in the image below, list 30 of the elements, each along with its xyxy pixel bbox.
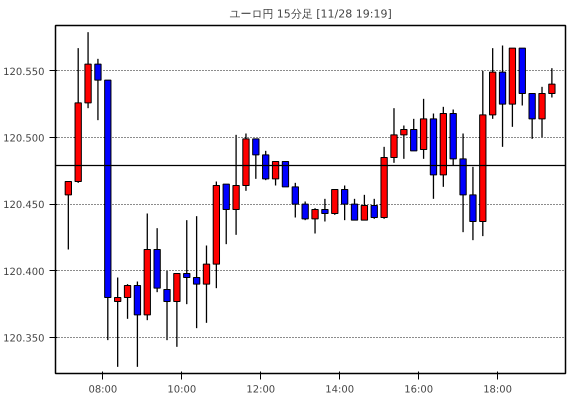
candlestick (340, 184, 348, 221)
candlestick (64, 180, 72, 250)
x-tick-label: 08:00 (88, 384, 118, 396)
candlestick (360, 194, 368, 221)
y-tick-label: 120.400 (3, 266, 45, 278)
y-tick-label: 120.450 (3, 200, 45, 212)
candlestick (292, 182, 299, 218)
candlestick (390, 108, 398, 164)
chart-title: ユーロ円 15分足 [11/28 19:19] (229, 8, 392, 20)
x-tick-label: 14:00 (325, 384, 354, 396)
candlestick (202, 244, 210, 324)
candlestick (192, 216, 200, 329)
x-tick-label: 10:00 (167, 384, 196, 396)
candlestick (370, 198, 378, 220)
candlestick (302, 200, 309, 221)
candlestick (124, 284, 132, 320)
candlestick (400, 124, 408, 160)
candlestick (331, 188, 338, 216)
candlestick (410, 118, 418, 152)
y-tick-label: 120.500 (3, 134, 45, 144)
x-tick-label: 16:00 (404, 384, 434, 396)
candlestick (311, 208, 319, 234)
candlestick (183, 220, 190, 305)
x-tick-label: 18:00 (483, 384, 512, 396)
x-tick-label: 12:00 (246, 384, 276, 396)
candlestick (321, 198, 329, 222)
y-tick-label: 120.350 (3, 334, 45, 344)
candlestick (350, 198, 358, 221)
y-tick-label: 120.550 (3, 66, 45, 78)
candlestick (94, 58, 102, 121)
